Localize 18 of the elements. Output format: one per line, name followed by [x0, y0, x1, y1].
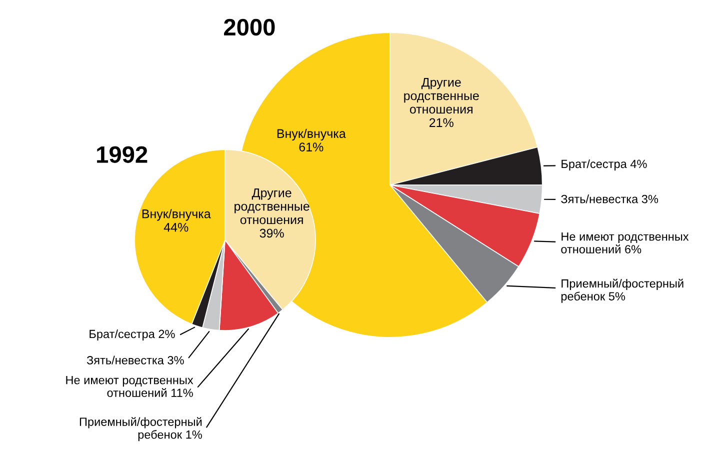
slice-label: Внук/внучка — [142, 209, 211, 221]
data-label: 44% — [164, 222, 188, 232]
data-label: 39% — [260, 228, 284, 238]
slice-label: Другие родственные отношения — [234, 188, 310, 224]
slice-label: Зять/невестка 3% — [561, 194, 658, 204]
slice-label: Приемный/фостерный ребенок 1% — [80, 417, 202, 442]
slice-label: Не имеют родственных отношений 11% — [66, 376, 194, 398]
chart-title: 1992 — [97, 146, 148, 163]
data-label: 61% — [299, 142, 324, 152]
slice-label: Другие родственные отношения — [404, 78, 479, 114]
slice-label: Внук/внучка — [277, 128, 346, 140]
slice-label: Зять/невестка 3% — [86, 356, 184, 364]
data-label: 21% — [429, 118, 454, 128]
chart-title: 2000 — [224, 18, 275, 36]
slice-label: Не имеют родственных отношений 6% — [561, 232, 689, 254]
slice-label: Приемный/фостерный ребенок 5% — [561, 278, 684, 303]
slice-label: Брат/сестра 2% — [90, 329, 175, 340]
slice-label: Брат/сестра 4% — [562, 159, 647, 170]
